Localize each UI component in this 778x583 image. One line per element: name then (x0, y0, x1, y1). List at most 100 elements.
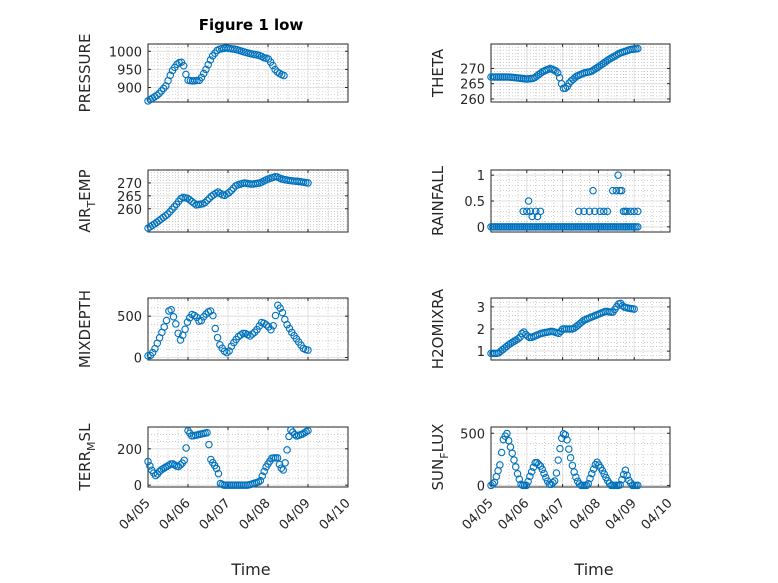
data-point (155, 89, 163, 98)
x-axis-label-left: Time (230, 560, 270, 579)
data-point (634, 44, 642, 53)
y-tick-label: 270 (117, 177, 142, 192)
y-axis-label-subscript: M (85, 441, 98, 451)
data-point (561, 431, 570, 439)
data-point (279, 466, 287, 474)
data-point (214, 469, 223, 478)
data-point (623, 207, 631, 216)
y-tick-label: 500 (460, 427, 485, 442)
axes-box (147, 43, 349, 103)
data-point (153, 91, 161, 100)
data-point (157, 466, 166, 474)
data-point (540, 469, 548, 478)
data-point (536, 207, 545, 216)
data-point (504, 341, 513, 349)
data-point (572, 473, 580, 481)
data-point (552, 67, 560, 75)
y-axis-label-main: H2OMIXRA (429, 288, 447, 369)
data-point (225, 188, 233, 197)
y-axis-label: H2OMIXRA (429, 288, 447, 369)
data-point (534, 460, 543, 469)
data-point (634, 223, 642, 231)
data-point (170, 461, 179, 469)
data-point (559, 430, 568, 438)
data-point (211, 324, 219, 333)
data-point (181, 325, 189, 334)
data-point (167, 305, 175, 314)
y-axis-label: PRESSURE (76, 34, 94, 113)
data-point (298, 430, 307, 438)
data-point (553, 68, 562, 77)
y-tick-label: 950 (117, 63, 142, 78)
data-point (634, 481, 642, 490)
data-point (213, 333, 222, 342)
data-point (617, 186, 626, 195)
data-point (523, 207, 531, 216)
data-point (161, 212, 170, 220)
subplot-h2omixra: 1 2 3 H2OMIXRA (429, 288, 671, 369)
axes-box (147, 297, 349, 361)
y-tick-label: 1 (477, 169, 485, 184)
data-point (176, 461, 185, 469)
data-point (163, 210, 172, 218)
y-tick-label: 0 (477, 479, 485, 494)
data-point (614, 171, 622, 179)
data-point (304, 179, 312, 187)
data-point (285, 324, 294, 333)
data-point (621, 466, 630, 474)
data-point (571, 74, 579, 82)
data-point (246, 332, 254, 340)
data-point (144, 457, 152, 466)
y-axis-label-rest: EMP (76, 169, 94, 200)
data-point (524, 477, 532, 486)
data-point (212, 464, 221, 473)
data-point (552, 469, 561, 477)
data-point (197, 316, 206, 325)
data-point (503, 429, 511, 438)
y-tick-label: 0 (134, 352, 142, 367)
data-point (276, 304, 284, 312)
y-axis-label-main: AIR (76, 208, 94, 233)
subplot-mixdepth: 0 500 MIXDEPTH (76, 290, 349, 368)
data-point (173, 60, 181, 69)
data-point (162, 316, 171, 325)
data-point (497, 448, 506, 457)
data-point (271, 311, 280, 320)
data-point (166, 207, 174, 216)
data-point (182, 444, 190, 452)
data-point (531, 207, 540, 216)
y-axis-label: RAINFALL (429, 165, 447, 236)
data-point (527, 467, 536, 476)
data-point (169, 312, 178, 321)
data-point (563, 436, 571, 444)
data-point (159, 464, 167, 473)
data-point (254, 478, 263, 486)
data-point (157, 87, 166, 95)
data-point (554, 329, 563, 338)
y-tick-label: 265 (117, 190, 142, 205)
data-point (590, 65, 598, 74)
subplot-pressure: 900 950 1000 PRESSURE (76, 34, 349, 113)
data-point (172, 320, 180, 328)
data-point (199, 69, 208, 78)
data-point (258, 472, 267, 480)
data-point (580, 207, 588, 216)
data-point (302, 428, 310, 436)
data-point (180, 456, 188, 465)
data-point (146, 462, 154, 470)
data-point (528, 212, 536, 221)
data-point (148, 348, 157, 357)
data-point (508, 338, 517, 347)
data-point (586, 474, 594, 483)
data-point (269, 321, 277, 330)
data-point (290, 430, 299, 439)
data-point (565, 445, 573, 453)
data-point (512, 463, 520, 471)
axes-box (147, 169, 349, 233)
y-tick-label: 500 (117, 310, 142, 325)
data-point (489, 480, 497, 488)
data-point (565, 79, 573, 87)
data-point (515, 475, 524, 483)
data-point (223, 348, 231, 357)
